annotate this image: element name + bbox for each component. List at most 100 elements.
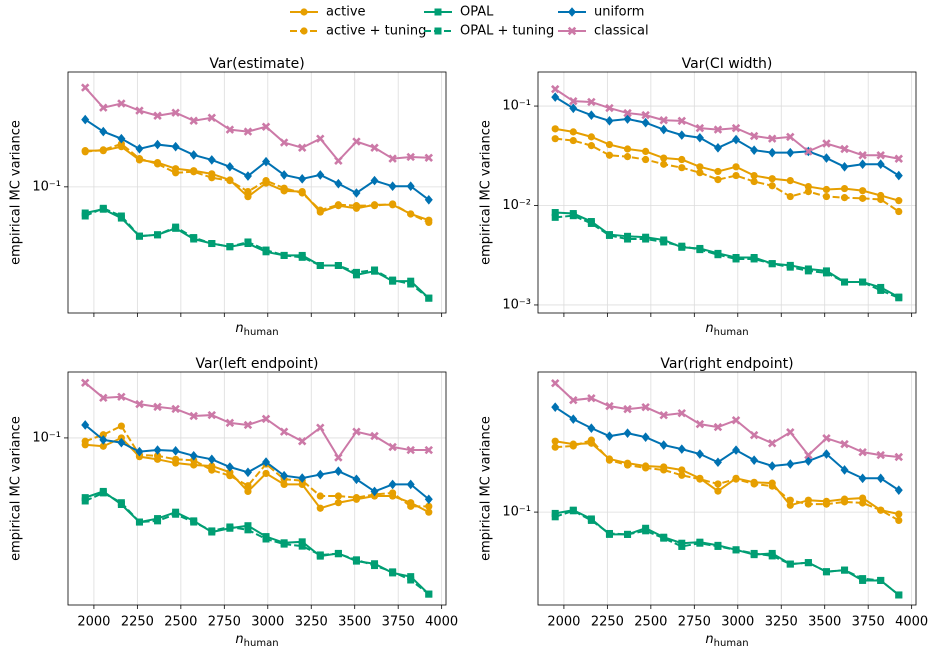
- marker: [225, 462, 234, 472]
- marker: [424, 153, 434, 163]
- marker: [859, 187, 867, 195]
- legend-label: active + tuning: [326, 24, 426, 39]
- marker: [262, 535, 270, 543]
- marker: [750, 549, 758, 557]
- marker: [840, 439, 849, 449]
- marker: [732, 255, 740, 263]
- marker: [840, 144, 849, 154]
- marker: [659, 410, 668, 420]
- marker: [642, 147, 650, 155]
- marker: [605, 151, 614, 159]
- marker: [714, 251, 722, 259]
- marker: [714, 480, 722, 488]
- marker: [877, 195, 885, 204]
- legend-marker: [434, 8, 442, 16]
- x-tick-label: 2250: [591, 615, 624, 630]
- marker: [714, 542, 722, 550]
- marker: [859, 278, 867, 286]
- marker: [895, 516, 903, 525]
- marker: [876, 159, 885, 170]
- y-tick-label: 10⁻¹: [32, 179, 61, 194]
- x-tick-label: 2250: [121, 615, 154, 630]
- marker: [768, 175, 776, 183]
- marker: [208, 527, 216, 535]
- marker: [153, 111, 162, 120]
- series-line: [84, 86, 429, 163]
- marker: [822, 568, 830, 576]
- marker: [696, 163, 704, 171]
- legend: active active + tuning OPAL OPAL + tuning un…: [290, 5, 649, 39]
- marker: [895, 510, 903, 518]
- legend-label: OPAL + tuning: [460, 24, 554, 39]
- y-tick-label: 10⁻²: [502, 198, 531, 213]
- marker: [370, 486, 379, 497]
- axes-frame: [537, 371, 917, 606]
- marker: [243, 127, 253, 136]
- marker: [786, 176, 794, 185]
- marker: [81, 420, 90, 430]
- marker: [352, 427, 361, 436]
- marker: [135, 144, 144, 154]
- marker: [768, 482, 776, 490]
- marker: [424, 195, 433, 205]
- x-tick-label: 3750: [382, 615, 415, 630]
- marker: [208, 466, 216, 474]
- marker: [99, 103, 108, 112]
- marker: [244, 238, 252, 246]
- marker: [696, 169, 704, 177]
- marker: [244, 187, 252, 196]
- marker: [334, 262, 342, 270]
- marker: [244, 482, 252, 490]
- x-tick-label: 2000: [77, 615, 110, 630]
- marker: [352, 268, 360, 276]
- marker: [714, 176, 722, 184]
- marker: [316, 262, 324, 270]
- marker: [334, 499, 342, 507]
- marker: [389, 489, 397, 497]
- marker: [262, 246, 270, 254]
- marker: [298, 538, 306, 546]
- series-line: [554, 406, 900, 492]
- marker: [804, 147, 813, 156]
- marker: [153, 139, 162, 150]
- x-tick-label: 2750: [678, 615, 711, 630]
- x-axis-label: nhuman: [705, 632, 748, 650]
- marker: [298, 174, 307, 184]
- marker: [642, 527, 650, 535]
- marker: [298, 189, 306, 197]
- marker: [641, 117, 650, 128]
- marker: [190, 234, 198, 242]
- y-tick-label: 10⁻¹: [502, 99, 531, 114]
- marker: [334, 156, 343, 166]
- marker: [750, 145, 759, 155]
- marker: [804, 187, 812, 196]
- marker: [678, 164, 686, 172]
- marker: [243, 467, 252, 478]
- marker: [370, 175, 379, 186]
- marker: [749, 430, 759, 440]
- marker: [659, 124, 668, 135]
- marker: [695, 419, 705, 429]
- marker: [605, 103, 614, 113]
- marker: [551, 402, 560, 412]
- marker: [569, 507, 577, 515]
- marker: [587, 110, 596, 120]
- marker: [768, 182, 776, 190]
- marker: [279, 427, 289, 436]
- series-line: [554, 96, 900, 177]
- marker: [569, 128, 577, 136]
- marker: [660, 154, 668, 162]
- marker: [316, 504, 324, 512]
- legend-marker: [568, 7, 576, 17]
- marker: [786, 132, 795, 142]
- marker: [298, 253, 306, 261]
- marker: [732, 546, 740, 554]
- marker: [389, 568, 397, 576]
- marker: [117, 212, 125, 220]
- marker: [189, 451, 198, 461]
- marker: [406, 181, 415, 191]
- marker: [786, 263, 794, 271]
- marker: [732, 475, 740, 483]
- marker: [153, 160, 162, 168]
- marker: [262, 156, 271, 167]
